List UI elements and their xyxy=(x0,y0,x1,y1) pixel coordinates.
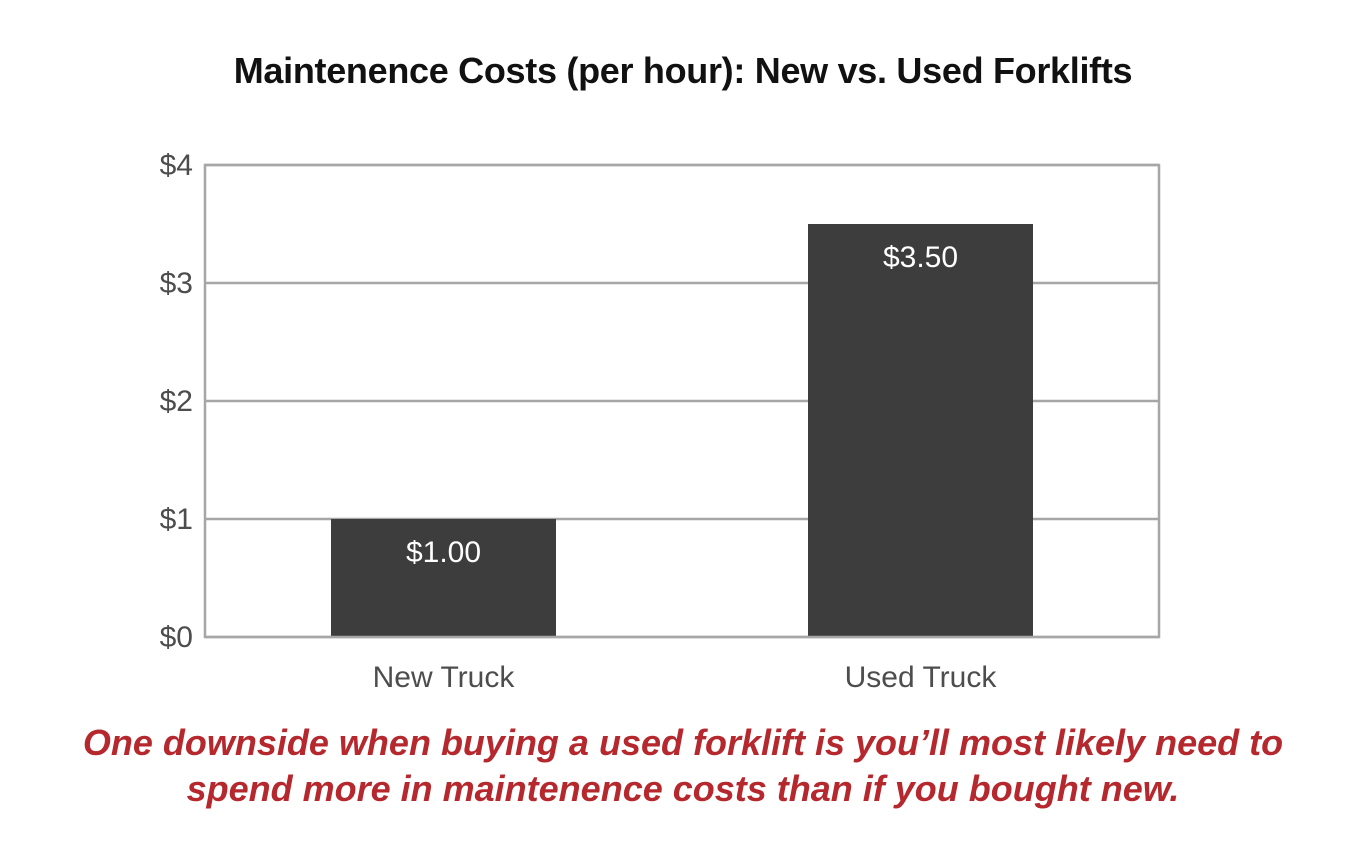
x-axis-labels: New Truck Used Truck xyxy=(373,661,998,694)
x-category-label: New Truck xyxy=(373,661,516,694)
bar-used-truck xyxy=(808,224,1033,637)
chart-title: Maintenence Costs (per hour): New vs. Us… xyxy=(233,50,1133,91)
y-axis-ticks: $0 $1 $2 $3 $4 xyxy=(160,149,193,654)
y-tick-label: $0 xyxy=(160,621,193,654)
caption-line-2: spend more in maintenence costs than if … xyxy=(186,768,1180,809)
x-category-label: Used Truck xyxy=(845,661,998,694)
y-tick-label: $3 xyxy=(160,267,193,300)
data-label: $1.00 xyxy=(406,536,481,569)
y-tick-label: $1 xyxy=(160,503,193,536)
data-labels: $1.00 $3.50 xyxy=(406,241,958,569)
data-label: $3.50 xyxy=(883,241,958,274)
y-tick-label: $4 xyxy=(160,149,193,182)
plot-frame xyxy=(203,163,1161,639)
bar-new-truck xyxy=(331,519,556,637)
plot-border xyxy=(203,163,1161,639)
bar-chart: $0 $1 $2 $3 $4 New Truck Used Truck $1.00 $3.5… xyxy=(160,149,1161,694)
y-tick-label: $2 xyxy=(160,385,193,418)
bars xyxy=(331,224,1033,637)
caption: One downside when buying a used forklift… xyxy=(0,720,1366,812)
caption-line-1: One downside when buying a used forklift… xyxy=(82,722,1284,763)
